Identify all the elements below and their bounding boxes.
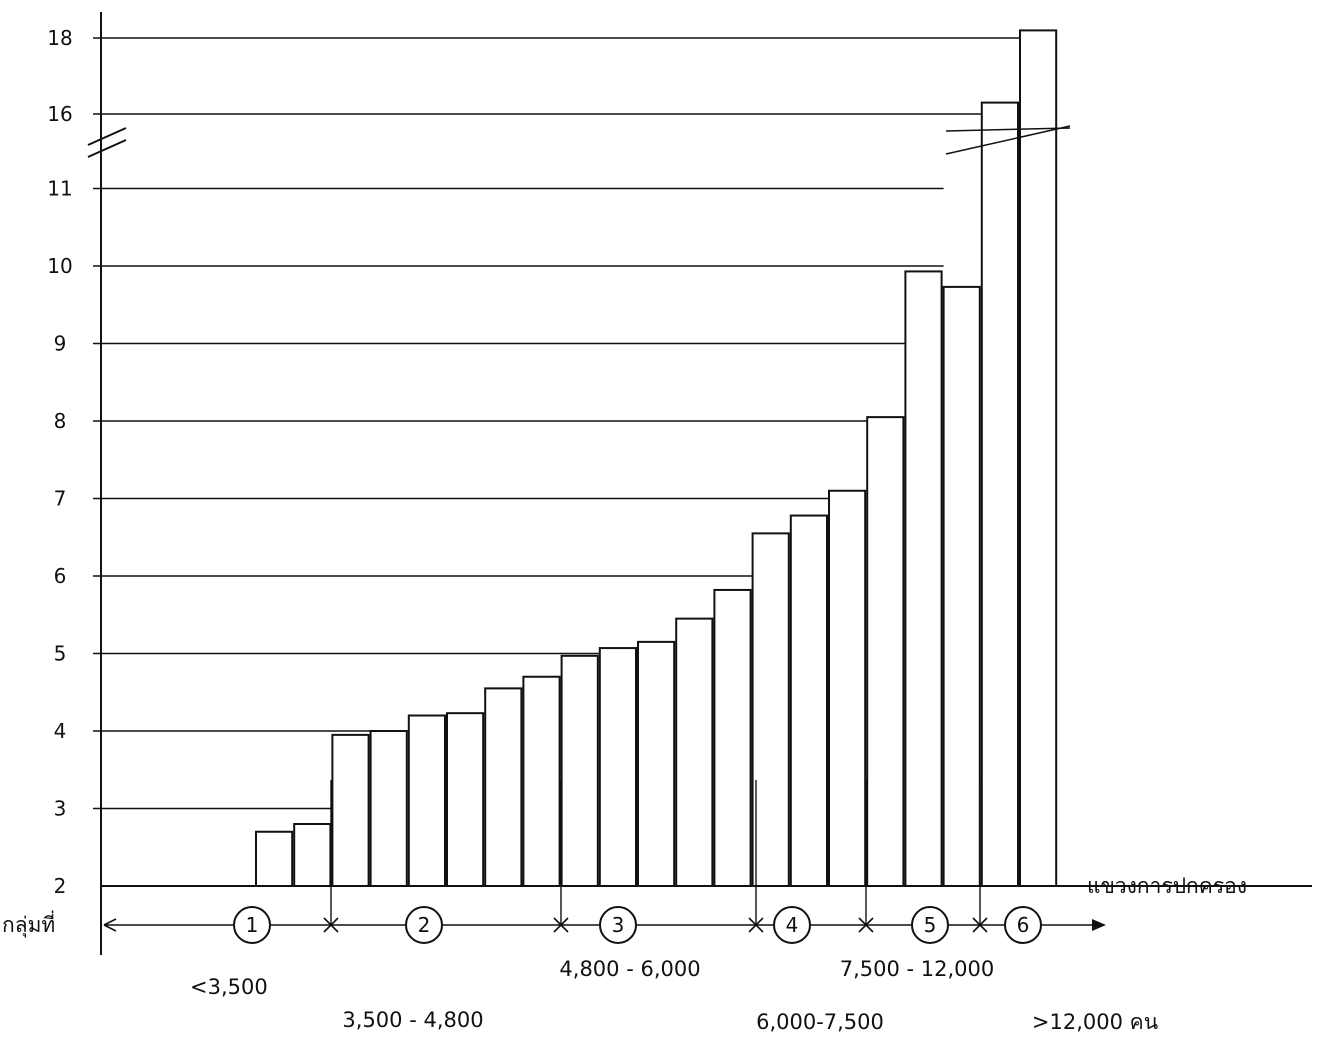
group-range-label: >12,000 คน [1032, 1010, 1158, 1034]
bar [484, 687, 523, 887]
y-tick-labels: 2 3 4 5 6 7 8 9 10 11 16 18 [47, 26, 72, 898]
group-circle [599, 906, 637, 944]
y-tick-label: 11 [47, 177, 72, 201]
group-circle [773, 906, 811, 944]
y-tick-label: 9 [54, 332, 67, 356]
group-number: 2 [418, 913, 431, 937]
group-number: 4 [786, 913, 799, 937]
bar [942, 285, 981, 887]
arrow-left-icon [103, 918, 117, 932]
bar [560, 654, 599, 888]
y-tick-label: 18 [47, 26, 72, 50]
bars [255, 29, 1058, 888]
y-tick-label: 16 [47, 102, 72, 126]
group-circle [1004, 906, 1042, 944]
bar [293, 823, 332, 887]
bar [637, 640, 676, 887]
y-tick-label: 6 [54, 564, 67, 588]
y-tick-label: 7 [54, 487, 67, 511]
y-tick-label: 3 [54, 797, 67, 821]
gridlines [93, 37, 1020, 810]
bar [598, 647, 637, 888]
bar [522, 675, 561, 887]
bar [789, 514, 828, 887]
y-tick-label: 5 [54, 642, 67, 666]
y-tick-label: 4 [54, 719, 67, 743]
group-circle [405, 906, 443, 944]
bar [713, 588, 752, 887]
group-range-label: 6,000-7,500 [756, 1010, 884, 1034]
group-range-label: 7,500 - 12,000 [840, 957, 995, 981]
bar [866, 416, 905, 887]
axis-break-mark [87, 125, 1071, 158]
bar [331, 733, 370, 887]
group-circle [233, 906, 271, 944]
y-tick-label: 2 [54, 874, 67, 898]
bar [904, 270, 943, 887]
group-range-label: 4,800 - 6,000 [559, 957, 700, 981]
bar [407, 714, 446, 887]
bar [980, 101, 1019, 888]
y-tick-label: 8 [54, 409, 67, 433]
bar [828, 489, 867, 887]
group-number: 3 [612, 913, 625, 937]
group-number: 6 [1017, 913, 1030, 937]
x-axis-label: แขวงการปกครอง [1087, 874, 1247, 898]
y-tick-label: 10 [47, 254, 72, 278]
bar [751, 532, 790, 887]
axes [87, 12, 1312, 955]
group-range-label: <3,500 [190, 975, 268, 999]
bar [255, 830, 294, 887]
group-number: 5 [924, 913, 937, 937]
bar [369, 730, 408, 887]
group-row-label: กลุ่มที่ [2, 910, 55, 938]
group-markers: กลุ่มที่ 1 <3,500 2 3,500 - 4,800 3 4,800 - 6,… [2, 780, 1158, 1034]
group-circle [911, 906, 949, 944]
arrow-right-icon [1092, 919, 1106, 931]
group-range-label: 3,500 - 4,800 [342, 1008, 483, 1032]
bar [1019, 29, 1058, 887]
bar [675, 617, 714, 887]
bar [446, 712, 485, 887]
group-number: 1 [246, 913, 259, 937]
